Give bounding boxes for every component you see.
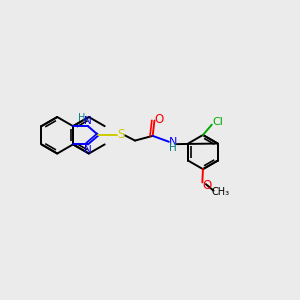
Text: Cl: Cl (213, 117, 224, 127)
Text: N: N (84, 145, 92, 155)
Text: H: H (169, 143, 177, 153)
Text: N: N (169, 137, 177, 147)
Text: N: N (84, 116, 92, 126)
Text: H: H (78, 113, 85, 123)
Text: O: O (154, 113, 164, 127)
Text: O: O (202, 179, 212, 192)
Text: S: S (117, 128, 124, 142)
Text: CH₃: CH₃ (211, 188, 230, 197)
